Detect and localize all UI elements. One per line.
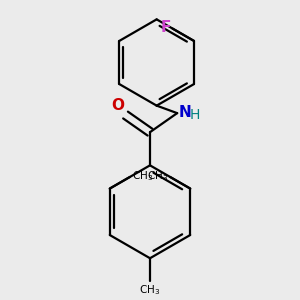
Text: N: N	[179, 105, 192, 120]
Text: CH$_3$: CH$_3$	[147, 169, 169, 183]
Text: CH$_3$: CH$_3$	[131, 169, 153, 183]
Text: O: O	[111, 98, 124, 113]
Text: F: F	[160, 20, 171, 35]
Text: CH$_3$: CH$_3$	[140, 283, 160, 297]
Text: H: H	[190, 108, 200, 122]
